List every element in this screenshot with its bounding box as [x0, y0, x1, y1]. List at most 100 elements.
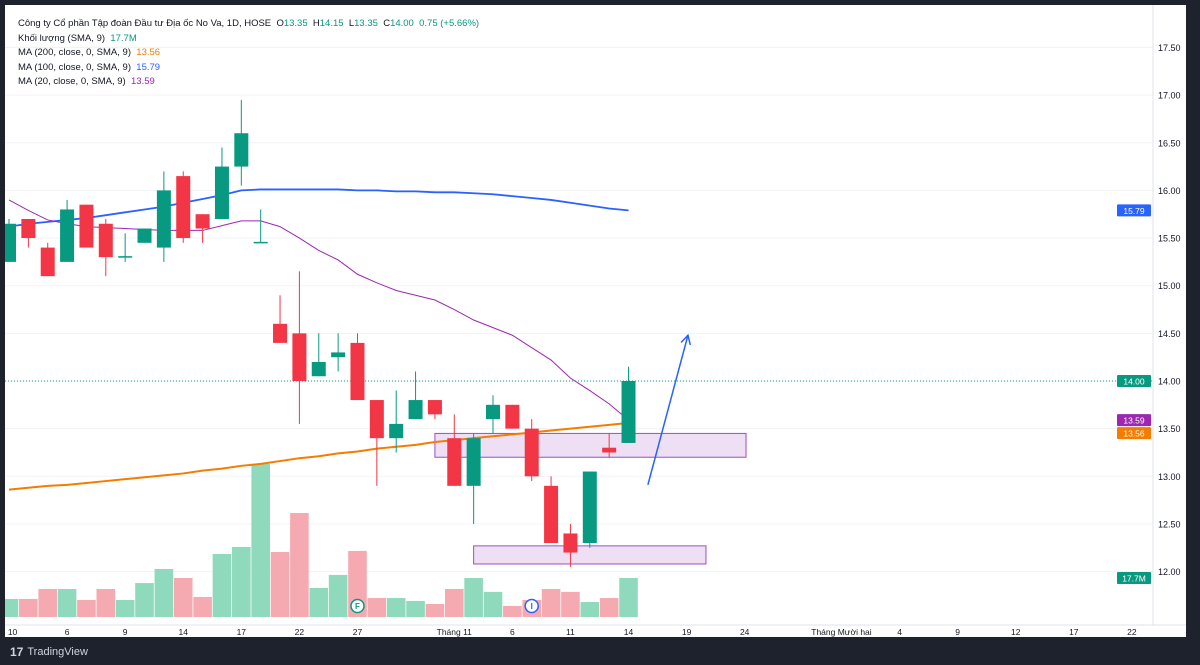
volume-bar [367, 598, 387, 617]
candle-body [21, 218, 36, 239]
candle [273, 295, 288, 343]
volume-bar [328, 574, 348, 617]
volume-bar [57, 589, 77, 617]
ma20-value: 13.59 [131, 76, 155, 87]
price-tick-label: 13.00 [1158, 472, 1181, 482]
price-chart[interactable]: 17.50 17.00 16.50 16.00 15.50 15.00 14.50 14.00… [5, 5, 1186, 637]
candle-body [369, 400, 384, 439]
volume-bar [483, 591, 503, 617]
volume-bar [464, 578, 483, 617]
candle [214, 147, 229, 219]
candle-body [253, 241, 268, 244]
time-tick-label: 27 [353, 627, 363, 637]
footer-brand[interactable]: 17 TradingView [10, 645, 88, 659]
legend-volume-row[interactable]: Khối lượng (SMA, 9) 17.7M [18, 32, 479, 47]
candle-body [621, 381, 636, 443]
volume-bar [425, 604, 445, 617]
volume-label: Khối lượng (SMA, 9) [18, 32, 106, 44]
volume-bar [154, 568, 174, 617]
arrow-head-icon [680, 333, 692, 346]
support-zone [434, 432, 747, 458]
candle-body [505, 404, 520, 429]
price-badge [1117, 204, 1151, 217]
chart-panel[interactable]: 17.50 17.00 16.50 16.00 15.50 15.00 14.50 14.00… [5, 5, 1186, 637]
candle [602, 433, 617, 458]
candle-body [544, 485, 559, 544]
candle [350, 333, 365, 401]
candle [389, 390, 404, 453]
legend-ma200-row[interactable]: MA (200, close, 0, SMA, 9) 13.56 [18, 46, 479, 61]
candle [505, 404, 520, 429]
time-tick-label: 9 [955, 627, 960, 637]
price-badge-label: 14.00 [1123, 377, 1145, 387]
price-tick-label: 14.50 [1158, 329, 1181, 339]
brand-name: TradingView [27, 646, 88, 658]
candle-body [602, 447, 617, 453]
candle-body [466, 438, 481, 486]
chart-legend: Công ty Cổ phần Tập đoàn Đầu tư Địa ốc N… [18, 17, 479, 90]
trend-arrow-line [647, 335, 689, 486]
candle [447, 414, 462, 486]
support-zone [473, 545, 707, 565]
time-tick-label: 6 [65, 627, 70, 637]
candle-body [311, 361, 326, 377]
candle [524, 419, 539, 482]
candle [486, 395, 500, 434]
candle-body [156, 190, 171, 248]
candle [311, 333, 326, 377]
candle [234, 99, 249, 186]
candle [40, 242, 55, 277]
candle-body [486, 404, 500, 420]
volume-bar [406, 600, 425, 617]
price-tick-label: 15.00 [1158, 281, 1181, 291]
volume-bar [96, 589, 116, 617]
candle-body [5, 223, 16, 262]
price-tick-label: 16.00 [1158, 186, 1181, 196]
candle [253, 209, 268, 244]
candle [369, 400, 384, 486]
legend-ma20-row[interactable]: MA (20, close, 0, SMA, 9) 13.59 [18, 75, 479, 90]
volume-bar [290, 513, 309, 617]
time-tick-label: 14 [624, 627, 634, 637]
candle-body [118, 256, 133, 258]
candle [118, 233, 133, 262]
volume-bar [173, 578, 193, 617]
candle-body [98, 223, 113, 258]
volume-bar [580, 602, 600, 617]
volume-bar [561, 591, 580, 617]
event-circle-icon [350, 598, 365, 614]
candle [408, 371, 423, 420]
volume-bar [541, 589, 561, 617]
price-tick-label: 12.50 [1158, 519, 1181, 529]
time-tick-label: Tháng Mười hai [811, 627, 872, 637]
change-value: 0.75 (+5.66%) [419, 18, 480, 29]
event-marker-i[interactable]: I [524, 598, 539, 614]
candle [621, 366, 636, 443]
event-marker-f[interactable]: F [350, 598, 365, 614]
volume-bar [619, 578, 638, 617]
candle-body [389, 423, 404, 439]
candle [195, 214, 210, 243]
volume-bar [115, 600, 135, 617]
legend-ma100-row[interactable]: MA (100, close, 0, SMA, 9) 15.79 [18, 61, 479, 76]
volume-bar [386, 598, 406, 617]
candle [292, 271, 307, 424]
price-tick-label: 17.00 [1158, 91, 1181, 101]
candle [21, 218, 36, 248]
candle [156, 171, 171, 262]
candle [331, 333, 346, 372]
candle-body [331, 352, 346, 358]
volume-bar [270, 552, 290, 617]
high-value: 14.15 [319, 18, 344, 29]
time-tick-label: 17 [1069, 627, 1079, 637]
candle [563, 523, 578, 567]
candle [137, 228, 152, 243]
volume-bar [38, 589, 58, 617]
candle [60, 199, 75, 262]
tradingview-logo-icon: 17 [10, 645, 24, 659]
symbol-title[interactable]: Công ty Cổ phần Tập đoàn Đầu tư Địa ốc N… [18, 18, 272, 29]
candle-body [427, 400, 442, 415]
time-tick-label: 11 [566, 627, 575, 637]
ma-line-ma100 [8, 188, 629, 228]
candle [582, 471, 597, 548]
